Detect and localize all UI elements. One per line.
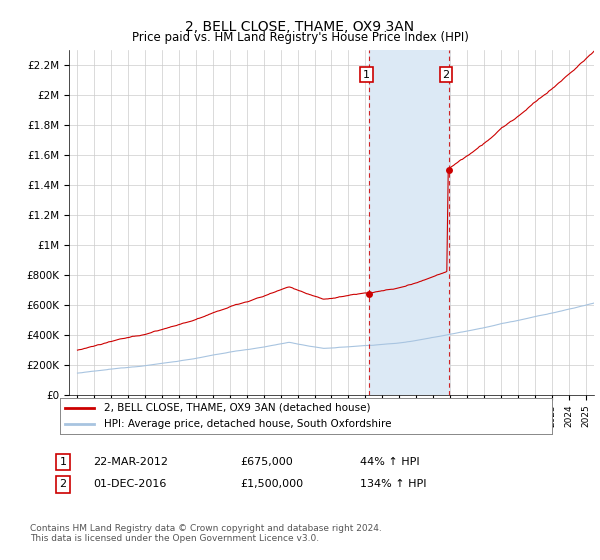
Text: 2, BELL CLOSE, THAME, OX9 3AN (detached house): 2, BELL CLOSE, THAME, OX9 3AN (detached … bbox=[104, 403, 371, 413]
Text: £675,000: £675,000 bbox=[240, 457, 293, 467]
Text: HPI: Average price, detached house, South Oxfordshire: HPI: Average price, detached house, Sout… bbox=[104, 419, 392, 429]
Text: £1,500,000: £1,500,000 bbox=[240, 479, 303, 489]
Text: 22-MAR-2012: 22-MAR-2012 bbox=[93, 457, 168, 467]
Text: 1: 1 bbox=[59, 457, 67, 467]
Text: 44% ↑ HPI: 44% ↑ HPI bbox=[360, 457, 419, 467]
Text: Contains HM Land Registry data © Crown copyright and database right 2024.
This d: Contains HM Land Registry data © Crown c… bbox=[30, 524, 382, 543]
Text: 2, BELL CLOSE, THAME, OX9 3AN: 2, BELL CLOSE, THAME, OX9 3AN bbox=[185, 20, 415, 34]
Text: 1: 1 bbox=[363, 69, 370, 80]
Bar bbox=[369, 50, 449, 395]
Text: 134% ↑ HPI: 134% ↑ HPI bbox=[360, 479, 427, 489]
Text: Price paid vs. HM Land Registry's House Price Index (HPI): Price paid vs. HM Land Registry's House … bbox=[131, 31, 469, 44]
Text: 2: 2 bbox=[59, 479, 67, 489]
Text: 2: 2 bbox=[443, 69, 450, 80]
Text: 01-DEC-2016: 01-DEC-2016 bbox=[93, 479, 166, 489]
